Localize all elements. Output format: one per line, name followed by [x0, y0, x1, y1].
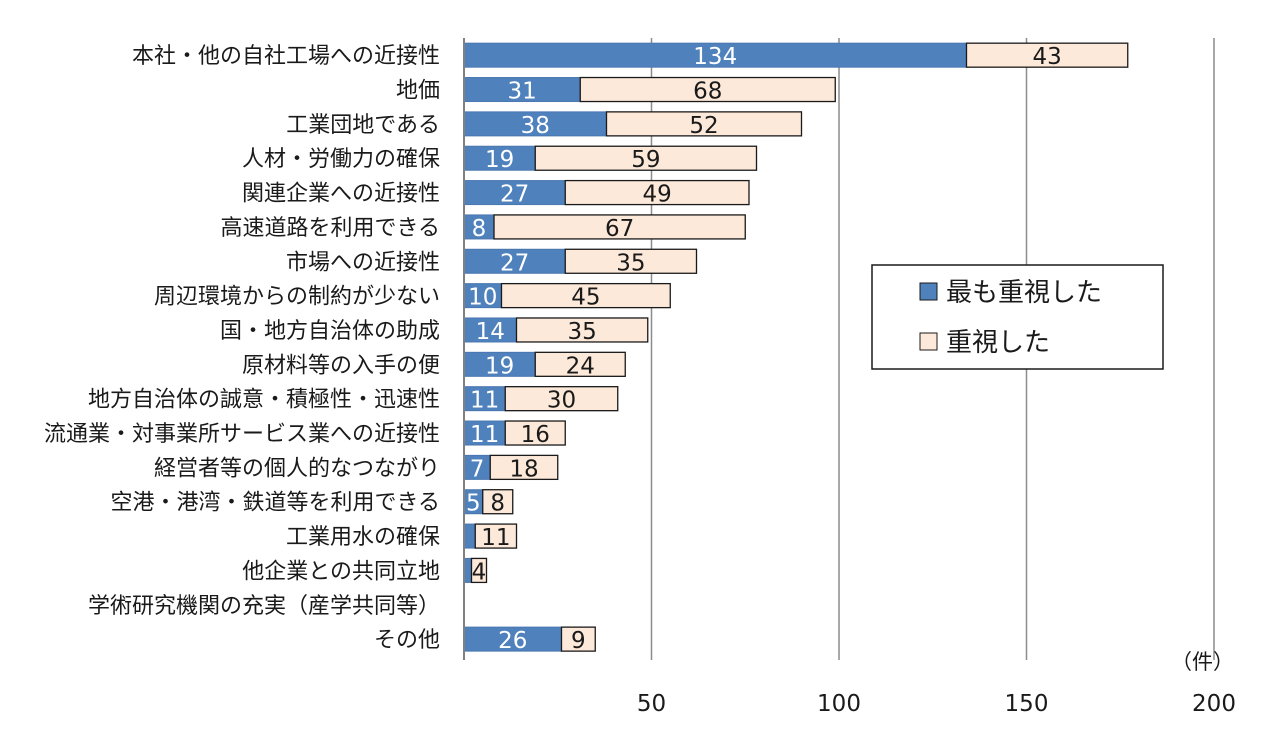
bar-important [474, 523, 518, 549]
x-tick-label: 200 [1192, 691, 1236, 717]
data-label: 52 [689, 113, 718, 139]
data-label: 43 [1032, 44, 1061, 70]
data-label: 9 [571, 628, 586, 654]
category-label: 原材料等の入手の便 [242, 353, 440, 378]
data-label: 8 [490, 491, 505, 517]
bar-important [564, 248, 698, 274]
data-label: 14 [476, 319, 505, 345]
data-label: 68 [693, 79, 722, 105]
category-label: 関連企業への近接性 [242, 182, 440, 207]
bar-important [504, 420, 566, 446]
data-label: 11 [470, 422, 499, 448]
legend-swatch-most-important [919, 282, 938, 301]
bar-most-important [463, 145, 536, 171]
data-label: 38 [521, 113, 550, 139]
bar-most-important [463, 248, 566, 274]
unit-label: （件） [1171, 650, 1234, 674]
data-label: 24 [566, 353, 595, 379]
data-label: 59 [631, 147, 660, 173]
data-label: 30 [547, 388, 576, 414]
bar-important [965, 42, 1129, 68]
category-label: 国・地方自治体の助成 [220, 319, 440, 344]
data-label: 35 [616, 250, 645, 276]
category-label: 流通業・対事業所サービス業への近接性 [44, 422, 440, 447]
bar-most-important [463, 180, 566, 206]
bar-most-important [463, 523, 476, 549]
data-label: 19 [485, 353, 514, 379]
category-label: 本社・他の自社工場への近接性 [132, 44, 440, 69]
category-label: 他企業との共同立地 [242, 559, 440, 584]
category-label: 工業団地である [286, 113, 440, 138]
category-label: 地方自治体の誠意・積極性・迅速性 [88, 388, 440, 413]
data-label: 45 [571, 285, 600, 311]
data-label: 7 [470, 456, 485, 482]
bar-most-important [463, 42, 967, 68]
data-label: 67 [605, 216, 634, 242]
data-label: 27 [500, 182, 529, 208]
data-label: 8 [472, 216, 487, 242]
legend: 最も重視した 重視した [871, 264, 1164, 370]
category-label: 学術研究機関の充実（産学共同等） [88, 594, 440, 619]
legend-box [871, 264, 1164, 370]
legend-label-most-important: 最も重視した [946, 278, 1102, 308]
category-label: 周辺環境からの制約が少ない [154, 285, 440, 310]
legend-swatch-important [919, 332, 938, 351]
category-label: 地価 [396, 79, 440, 104]
bar-important [515, 317, 649, 343]
bar-important [470, 557, 488, 584]
bar-most-important [463, 420, 506, 446]
category-label: その他 [374, 628, 440, 653]
data-label: 134 [693, 44, 737, 70]
bar-important [489, 454, 559, 481]
bar-important [500, 282, 671, 309]
bar-most-important [463, 557, 472, 583]
bar-important [493, 214, 746, 240]
legend-label-important: 重視した [946, 328, 1050, 358]
data-label: 19 [485, 147, 514, 173]
bar-important [579, 76, 836, 103]
data-label: 4 [472, 559, 487, 585]
bar-important [534, 145, 758, 171]
bar-important [482, 489, 514, 515]
data-label: 26 [498, 628, 527, 654]
data-label: 31 [507, 79, 536, 105]
x-tick-label: 100 [817, 691, 861, 717]
x-tick-labels: 50 100 150 200 [637, 691, 1236, 717]
category-label: 経営者等の個人的なつながり [154, 456, 440, 481]
category-label: 工業用水の確保 [286, 525, 440, 550]
data-label: 10 [468, 285, 497, 311]
category-labels: 本社・他の自社工場への近接性地価工業団地である人材・労働力の確保関連企業への近接… [44, 44, 440, 653]
bar-important [560, 626, 596, 652]
bar-important [564, 179, 750, 206]
category-label: 高速道路を利用できる [220, 216, 440, 241]
x-tick-label: 50 [637, 691, 666, 717]
category-label: 空港・港湾・鉄道等を利用できる [110, 491, 440, 516]
category-label: 人材・労働力の確保 [242, 147, 440, 172]
data-label: 5 [466, 491, 481, 517]
data-label: 11 [481, 525, 510, 551]
bar-important [504, 386, 619, 412]
data-label: 16 [521, 422, 550, 448]
data-label: 35 [567, 319, 596, 345]
data-label: 27 [500, 250, 529, 276]
bar-most-important [463, 626, 562, 652]
data-label: 49 [642, 182, 671, 208]
data-label: 18 [509, 456, 538, 482]
bar-important [534, 351, 626, 377]
bar-most-important [463, 214, 495, 240]
x-tick-label: 150 [1005, 691, 1049, 717]
category-label: 市場への近接性 [286, 250, 440, 275]
bar-important [605, 111, 803, 137]
data-label: 11 [470, 388, 499, 414]
